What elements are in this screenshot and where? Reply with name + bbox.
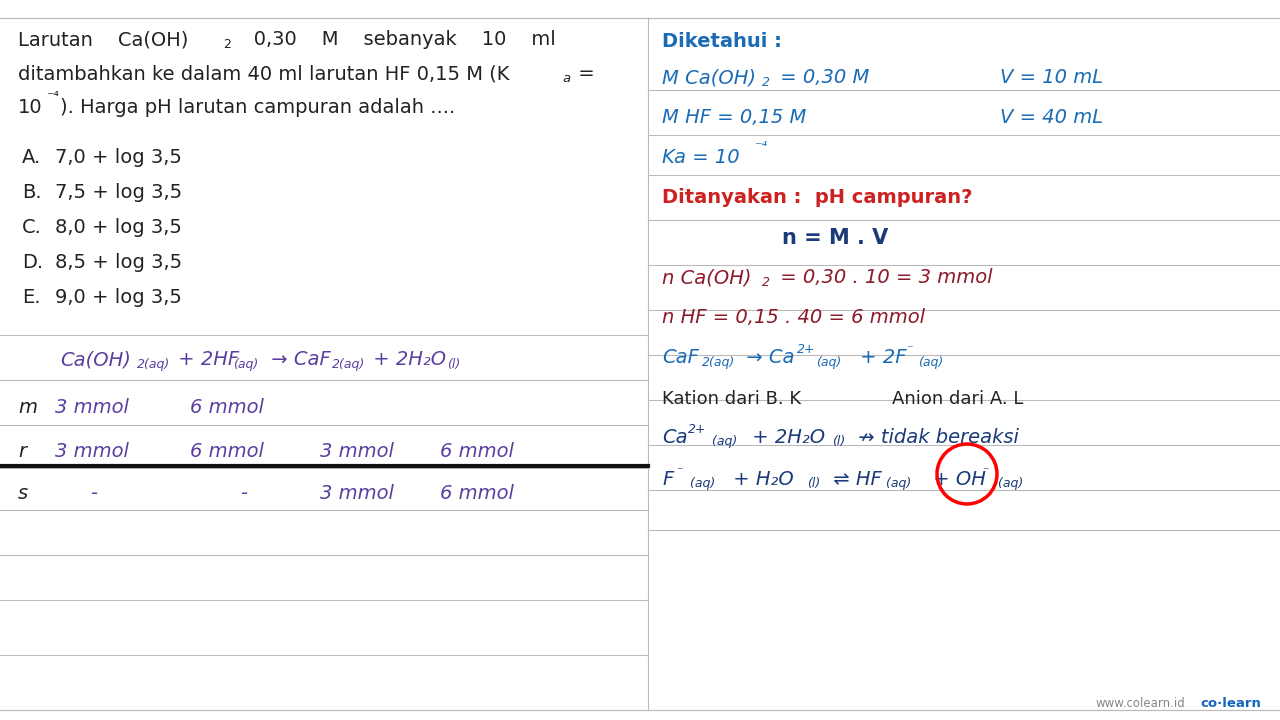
Text: 2: 2 [762, 76, 771, 89]
Text: (l): (l) [806, 477, 820, 490]
Text: (l): (l) [447, 358, 461, 371]
Text: 6 mmol: 6 mmol [440, 442, 513, 461]
Text: 3 mmol: 3 mmol [55, 398, 129, 417]
Text: → Ca: → Ca [740, 348, 795, 367]
Text: Kation dari B. K: Kation dari B. K [662, 390, 801, 408]
Text: → CaF: → CaF [265, 350, 330, 369]
Text: www.colearn.id: www.colearn.id [1094, 697, 1185, 710]
Text: + 2F: + 2F [854, 348, 906, 367]
Text: Anion dari A. L: Anion dari A. L [892, 390, 1024, 408]
Text: = 0,30 . 10 = 3 mmol: = 0,30 . 10 = 3 mmol [774, 268, 992, 287]
Text: 8,0 + log 3,5: 8,0 + log 3,5 [55, 218, 182, 237]
Text: ). Harga pH larutan campuran adalah ....: ). Harga pH larutan campuran adalah .... [60, 98, 456, 117]
Text: (aq): (aq) [995, 477, 1023, 490]
Text: 10: 10 [18, 98, 42, 117]
Text: a: a [562, 72, 570, 85]
Text: E.: E. [22, 288, 41, 307]
Text: (aq): (aq) [918, 356, 943, 369]
Text: 3 mmol: 3 mmol [320, 484, 394, 503]
Text: 0,30    M    sebanyak    10    ml: 0,30 M sebanyak 10 ml [236, 30, 556, 49]
Text: (aq): (aq) [882, 477, 911, 490]
Text: Diketahui :: Diketahui : [662, 32, 782, 51]
Text: s: s [18, 484, 28, 503]
Text: 9,0 + log 3,5: 9,0 + log 3,5 [55, 288, 182, 307]
Text: n = M . V: n = M . V [782, 228, 888, 248]
Text: m: m [18, 398, 37, 417]
Text: + 2HF: + 2HF [172, 350, 239, 369]
Text: = 0,30 M: = 0,30 M [774, 68, 869, 87]
Text: 8,5 + log 3,5: 8,5 + log 3,5 [55, 253, 182, 272]
Text: 6 mmol: 6 mmol [440, 484, 513, 503]
Text: 2+: 2+ [689, 423, 707, 436]
Text: ditambahkan ke dalam 40 ml larutan HF 0,15 M (K: ditambahkan ke dalam 40 ml larutan HF 0,… [18, 64, 509, 83]
Text: n Ca(OH): n Ca(OH) [662, 268, 751, 287]
Text: 7,5 + log 3,5: 7,5 + log 3,5 [55, 183, 182, 202]
Text: B.: B. [22, 183, 42, 202]
Text: + OH: + OH [927, 470, 986, 489]
Text: 2: 2 [223, 38, 230, 51]
Text: (l): (l) [832, 435, 845, 448]
Text: ⁻: ⁻ [982, 465, 988, 478]
Text: 2(aq): 2(aq) [332, 358, 365, 371]
Text: (aq): (aq) [708, 435, 737, 448]
Text: co·learn: co·learn [1201, 697, 1261, 710]
Text: CaF: CaF [662, 348, 699, 367]
Text: Ca: Ca [662, 428, 687, 447]
Text: 2(aq): 2(aq) [137, 358, 170, 371]
Text: n HF = 0,15 . 40 = 6 mmol: n HF = 0,15 . 40 = 6 mmol [662, 308, 925, 327]
Text: 3 mmol: 3 mmol [55, 442, 129, 461]
Text: M Ca(OH): M Ca(OH) [662, 68, 756, 87]
Text: 2+: 2+ [797, 343, 815, 356]
Text: 2: 2 [762, 276, 771, 289]
Text: 7,0 + log 3,5: 7,0 + log 3,5 [55, 148, 182, 167]
Text: (aq): (aq) [817, 356, 841, 369]
Text: F: F [662, 470, 673, 489]
Text: C.: C. [22, 218, 42, 237]
Text: ⁻⁴: ⁻⁴ [46, 90, 59, 104]
Text: Larutan    Ca(OH): Larutan Ca(OH) [18, 30, 188, 49]
Text: ⁻: ⁻ [906, 343, 913, 356]
Text: 6 mmol: 6 mmol [189, 442, 264, 461]
Text: Ditanyakan :  pH campuran?: Ditanyakan : pH campuran? [662, 188, 973, 207]
Text: V = 40 mL: V = 40 mL [1000, 108, 1103, 127]
Text: ⁻: ⁻ [676, 465, 682, 478]
Text: 3 mmol: 3 mmol [320, 442, 394, 461]
Text: r: r [18, 442, 26, 461]
Text: ↛ tidak bereaksi: ↛ tidak bereaksi [852, 428, 1019, 447]
Text: A.: A. [22, 148, 41, 167]
Text: Ca(OH): Ca(OH) [60, 350, 131, 369]
Text: ⇌ HF: ⇌ HF [827, 470, 882, 489]
Text: + 2H₂O: + 2H₂O [746, 428, 826, 447]
Text: -: - [90, 484, 97, 503]
Text: ⁻⁴: ⁻⁴ [754, 140, 767, 154]
Text: + H₂O: + H₂O [727, 470, 794, 489]
Text: 6 mmol: 6 mmol [189, 398, 264, 417]
Text: M HF = 0,15 M: M HF = 0,15 M [662, 108, 806, 127]
Text: 2(aq): 2(aq) [701, 356, 735, 369]
Text: =: = [572, 64, 595, 83]
Text: (aq): (aq) [686, 477, 716, 490]
Text: -: - [241, 484, 247, 503]
Text: Ka = 10: Ka = 10 [662, 148, 740, 167]
Text: V = 10 mL: V = 10 mL [1000, 68, 1103, 87]
Text: + 2H₂O: + 2H₂O [367, 350, 447, 369]
Text: D.: D. [22, 253, 44, 272]
Text: (aq): (aq) [233, 358, 259, 371]
